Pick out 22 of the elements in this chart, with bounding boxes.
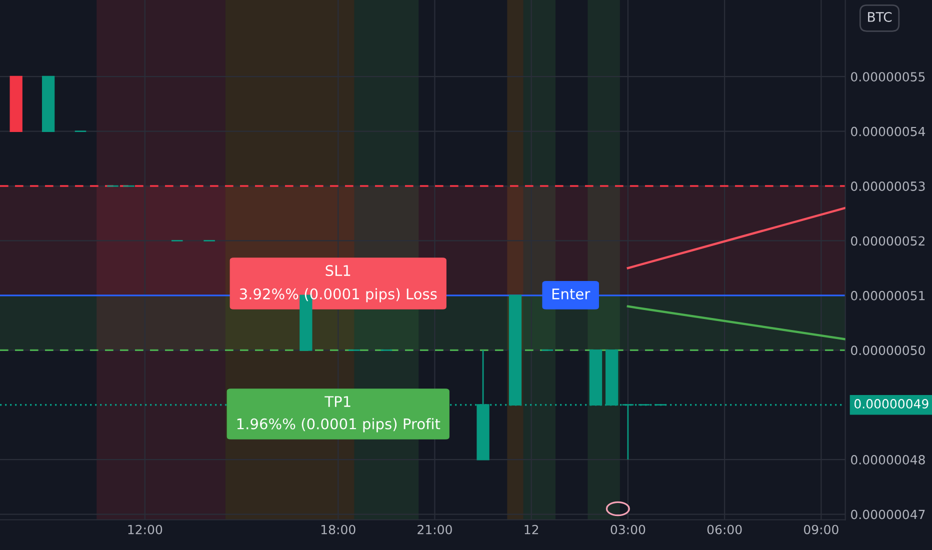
y-tick-label: 0.00000048 xyxy=(851,455,925,464)
annotation: 3.92%% (0.0001 pips) Loss xyxy=(240,288,437,302)
ref-line-label: 0.00000049 xyxy=(854,399,928,408)
y-tick-label: 0.00000052 xyxy=(851,236,924,246)
y-tick-label: 0.00000051 xyxy=(851,290,925,300)
annotation: TP1 xyxy=(324,396,350,407)
x-tick-label: 21:00 xyxy=(418,524,452,534)
y-tick-label: 0.00000054 xyxy=(851,126,926,136)
x-tick-label: 12 xyxy=(524,524,538,534)
x-tick-label: 09:00 xyxy=(804,524,838,534)
annotation: Enter xyxy=(552,288,590,300)
text: BTC xyxy=(868,12,892,22)
x-tick-label: 12:00 xyxy=(128,524,162,534)
y-tick-label: 0.00000047 xyxy=(851,510,925,520)
x-tick-label: 18:00 xyxy=(321,524,356,534)
annotation: SL1 xyxy=(326,265,350,276)
x-tick-label: 03:00 xyxy=(610,524,646,534)
y-tick-label: 0.00000055 xyxy=(851,72,925,82)
y-tick-label: 0.00000053 xyxy=(851,181,925,191)
annotation: 1.96%% (0.0001 pips) Profit xyxy=(237,418,440,432)
y-tick-label: 0.00000050 xyxy=(851,346,925,356)
x-tick-label: 06:00 xyxy=(707,524,742,534)
